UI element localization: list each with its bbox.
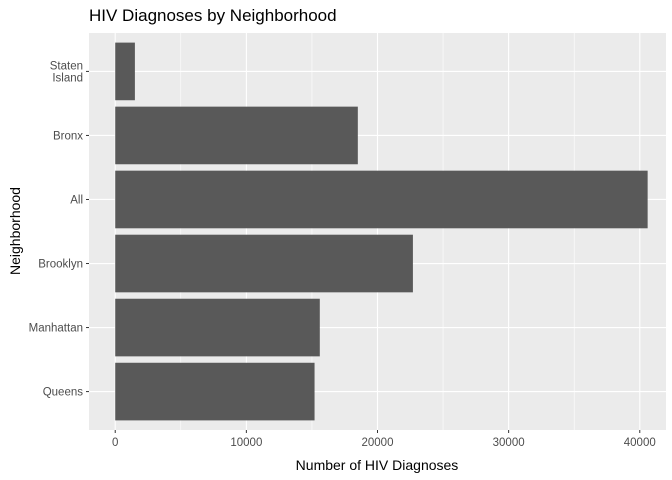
x-tick-label: 30000 xyxy=(493,437,525,449)
x-tick-label: 40000 xyxy=(624,437,656,449)
bar xyxy=(115,170,648,229)
x-tick-label: 0 xyxy=(112,437,118,449)
y-tick-label: Queens xyxy=(43,387,84,399)
bar xyxy=(115,42,135,101)
x-tick-label: 20000 xyxy=(362,437,394,449)
y-axis-title: Neighborhood xyxy=(7,187,23,275)
y-tick-label: All xyxy=(70,194,83,206)
bar xyxy=(115,234,413,293)
bar xyxy=(115,106,358,165)
chart-title: HIV Diagnoses by Neighborhood xyxy=(89,6,337,25)
x-tick-label: 10000 xyxy=(230,437,262,449)
y-tick-label: Staten Island xyxy=(50,60,83,84)
bar xyxy=(115,298,320,357)
y-tick-label: Manhattan xyxy=(29,323,83,335)
y-tick-label: Bronx xyxy=(53,130,83,142)
bar xyxy=(115,362,315,421)
y-tick-label: Brooklyn xyxy=(38,259,83,271)
x-axis-title: Number of HIV Diagnoses xyxy=(296,457,459,473)
